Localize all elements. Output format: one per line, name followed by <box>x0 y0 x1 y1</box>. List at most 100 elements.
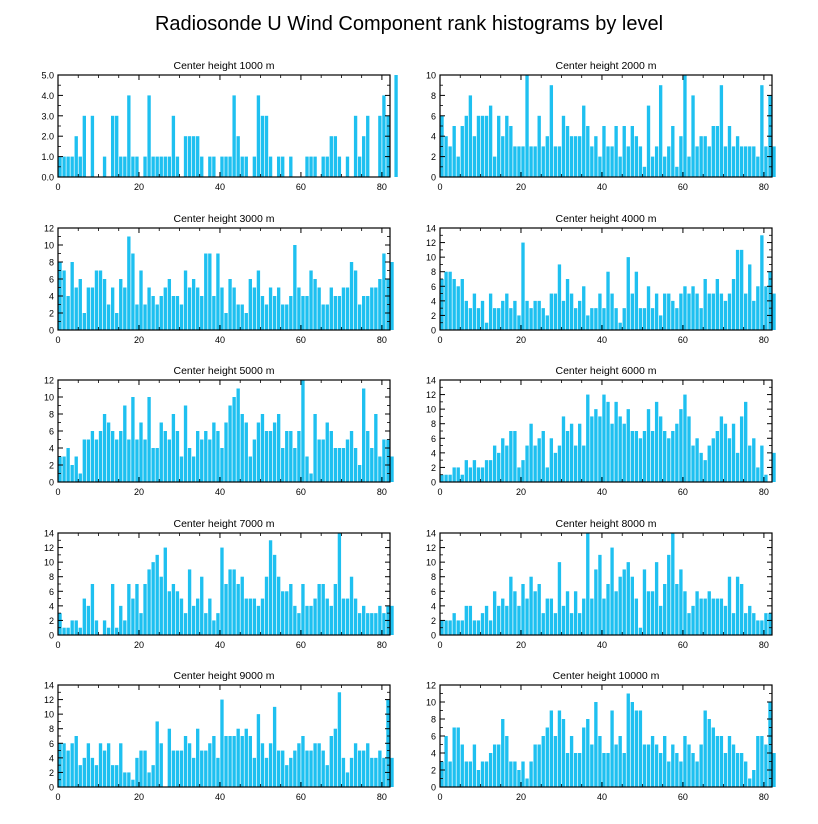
y-tick-label: 2 <box>49 461 54 471</box>
histogram-bar <box>131 156 135 177</box>
histogram-panel: Center height 2000 m 0 2 4 6 8 10 0 20 40 60 80 <box>426 60 776 192</box>
histogram-bar <box>175 296 180 330</box>
histogram-bar <box>260 743 265 787</box>
histogram-bar <box>460 620 464 635</box>
histogram-bar <box>675 584 679 635</box>
histogram-bar <box>440 474 444 482</box>
histogram-bar <box>618 576 622 635</box>
histogram-bar <box>370 287 374 330</box>
histogram-bar <box>309 156 313 177</box>
histogram-bar <box>667 761 671 787</box>
histogram-bar <box>370 613 374 635</box>
histogram-bar <box>345 287 350 330</box>
histogram-bar <box>268 743 273 787</box>
histogram-bar <box>228 405 232 482</box>
histogram-bar <box>727 126 732 177</box>
histogram-bar <box>317 743 321 787</box>
histogram-bar <box>98 743 103 787</box>
histogram-bar <box>756 736 760 787</box>
histogram-bar <box>630 702 634 787</box>
histogram-bar <box>590 146 594 177</box>
histogram-bar <box>110 431 115 482</box>
histogram-bar <box>492 445 497 482</box>
x-tick-label: 20 <box>134 335 144 345</box>
histogram-bar <box>618 416 622 482</box>
histogram-bar <box>456 620 460 635</box>
x-tick-label: 60 <box>296 792 306 802</box>
histogram-bar <box>452 126 456 177</box>
y-tick-label: 10 <box>426 558 436 568</box>
histogram-bar <box>646 105 651 177</box>
histogram-bar <box>366 743 370 787</box>
histogram-bar <box>353 448 358 482</box>
histogram-bar <box>220 156 224 177</box>
histogram-bar <box>325 765 329 787</box>
histogram-bar <box>638 710 643 787</box>
histogram-bar <box>630 431 634 482</box>
histogram-bar <box>86 287 91 330</box>
y-tick-label: 4 <box>49 753 54 763</box>
histogram-bar <box>622 753 626 787</box>
histogram-bar <box>545 136 549 177</box>
histogram-bar <box>638 308 643 330</box>
histogram-bar <box>711 438 715 482</box>
histogram-bar <box>366 431 370 482</box>
histogram-bar <box>248 598 252 635</box>
histogram-bar <box>650 156 655 177</box>
histogram-bar <box>480 300 485 330</box>
histogram-bar <box>131 397 135 482</box>
histogram-bar <box>212 156 216 177</box>
histogram-bar <box>517 315 521 330</box>
x-tick-label: 60 <box>296 335 306 345</box>
histogram-bar <box>200 576 204 635</box>
histogram-bar <box>472 136 477 177</box>
histogram-bar <box>337 448 342 482</box>
histogram-bar <box>744 613 748 635</box>
y-tick-label: 6 <box>431 732 436 742</box>
histogram-bar <box>772 452 776 482</box>
histogram-bar <box>610 146 614 177</box>
histogram-bar <box>695 591 699 635</box>
y-tick-label: 8 <box>49 410 54 420</box>
histogram-bar <box>321 750 325 787</box>
histogram-bar <box>719 598 724 635</box>
histogram-bar <box>349 576 354 635</box>
histogram-bar <box>94 439 99 482</box>
histogram-bar <box>456 727 460 787</box>
histogram-bar <box>675 423 679 482</box>
histogram-bar <box>772 293 776 330</box>
histogram-bar <box>715 598 720 635</box>
histogram-bar <box>549 85 554 177</box>
histogram-bar <box>537 300 541 330</box>
histogram-bar <box>119 431 123 482</box>
histogram-bar <box>606 584 610 635</box>
histogram-bar <box>578 613 582 635</box>
x-tick-label: 60 <box>678 792 688 802</box>
histogram-bar <box>357 465 362 482</box>
histogram-bar <box>484 322 489 330</box>
histogram-bar <box>549 293 554 330</box>
histogram-bar <box>671 126 675 177</box>
histogram-bar <box>187 743 192 787</box>
y-tick-label: 4 <box>431 296 436 306</box>
histogram-bar <box>448 620 452 635</box>
histogram-bar <box>610 547 614 635</box>
histogram-bar <box>541 308 545 330</box>
histogram-bar <box>119 279 123 330</box>
y-tick-label: 8 <box>431 572 436 582</box>
histogram-bar <box>517 770 521 787</box>
histogram-bar <box>760 85 764 177</box>
histogram-bar <box>119 605 123 635</box>
histogram-bar <box>614 308 618 330</box>
histogram-bar <box>175 431 180 482</box>
histogram-bar <box>240 576 244 635</box>
histogram-bar <box>545 598 549 635</box>
histogram-bar <box>586 719 590 787</box>
histogram-bar <box>293 750 297 787</box>
histogram-bar <box>337 692 342 787</box>
histogram-bar <box>638 438 643 482</box>
histogram-bar <box>444 136 448 177</box>
histogram-bar <box>179 598 184 635</box>
histogram-bar <box>240 414 244 482</box>
histogram-bar <box>370 757 374 787</box>
